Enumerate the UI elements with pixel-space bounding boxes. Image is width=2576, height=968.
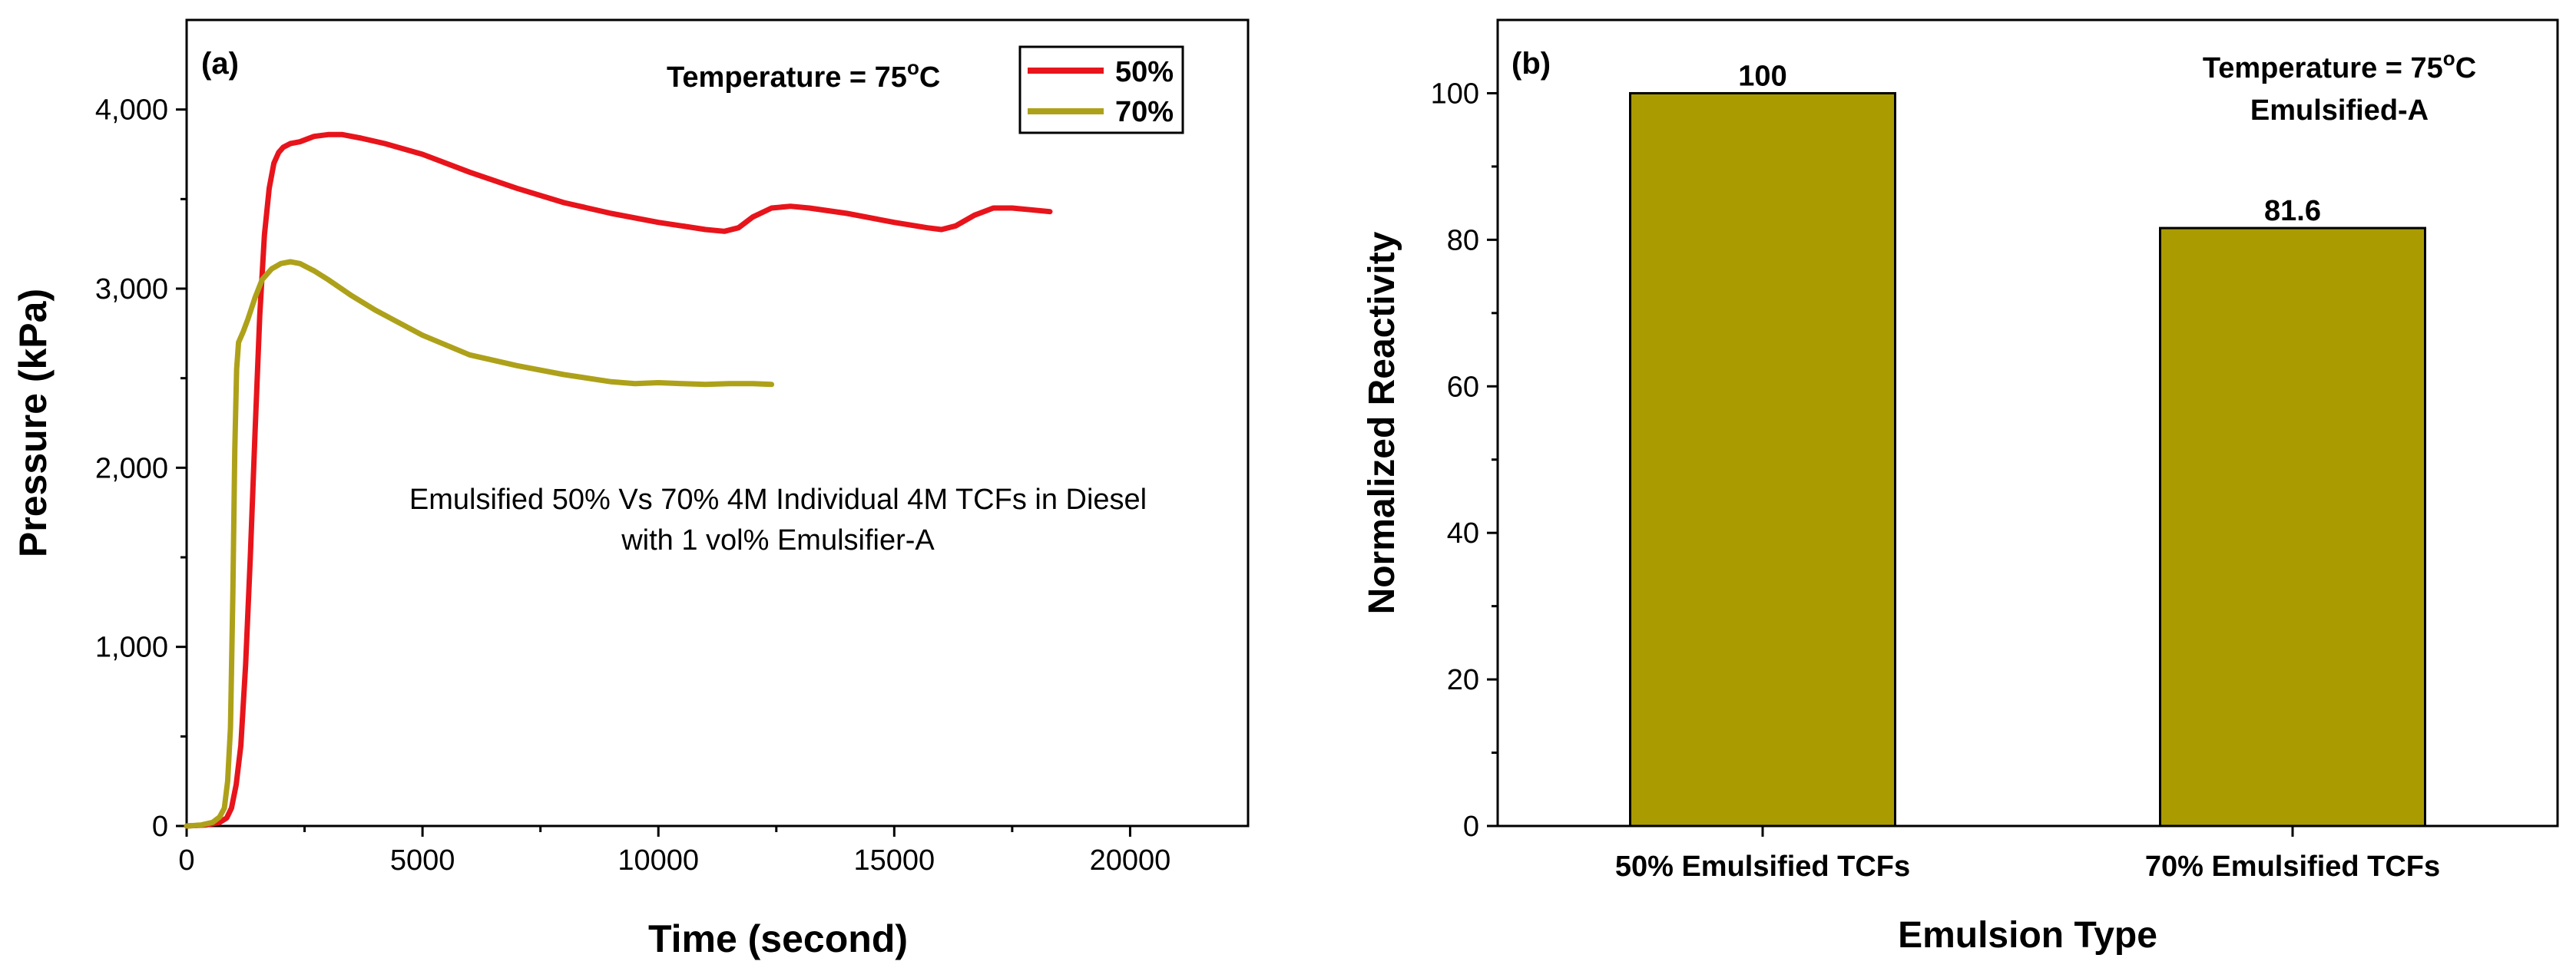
panel-b-y-tick-label: 60 — [1447, 371, 1479, 403]
panel-b-x-axis-title: Emulsion Type — [1898, 915, 2157, 956]
panel-b-degree-symbol: o — [2443, 47, 2455, 70]
panel-a-y-tick-label: 4,000 — [95, 94, 168, 127]
bar-value-label: 81.6 — [2264, 195, 2321, 227]
panel-a-y-ticks: 0 1,000 2,000 3,000 4,000 — [95, 94, 187, 843]
panel-b-y-tick-label: 0 — [1463, 811, 1479, 843]
panel-b-bar-chart: 0 20 40 60 80 100 100 50% Emulsified TCFs 81.6 7… — [1362, 18, 2559, 956]
panel-b-label: (b) — [1511, 47, 1551, 81]
panel-b-temperature-annotation: Temperature = 75oC — [2203, 47, 2476, 84]
panel-a-x-axis-title: Time (second) — [648, 917, 908, 960]
series-line-50 — [184, 131, 1053, 829]
panel-b-y-tick-label: 40 — [1447, 517, 1479, 550]
panel-b-plot-frame — [1496, 18, 2559, 828]
panel-a-legend-box — [1018, 45, 1184, 134]
panel-b-temperature-text: Temperature = 75 — [2203, 52, 2443, 84]
panel-a-temperature-annotation: Temperature = 75oC — [667, 56, 940, 94]
panel-a-x-ticks: 0 5000 10000 15000 20000 — [178, 826, 1170, 877]
panel-a-x-tick-label: 0 — [178, 844, 194, 877]
panel-b-y-axis-title: Normalized Reactivity — [1362, 231, 1402, 614]
panel-a-legend: 50% 70% — [1018, 45, 1184, 134]
panel-a-y-tick-label: 0 — [152, 811, 168, 843]
panel-a-line-chart: 0 5000 10000 15000 20000 0 1,000 2,000 3,000 4,0… — [12, 18, 1250, 960]
panel-b-y-tick-label: 20 — [1447, 664, 1479, 696]
panel-b-temperature-unit: C — [2455, 52, 2476, 84]
panel-a-series — [184, 131, 1053, 829]
panel-b-category-label: 50% Emulsified TCFs — [1615, 851, 1910, 883]
panel-b-y-tick-label: 80 — [1447, 224, 1479, 256]
panel-a-y-tick-label: 2,000 — [95, 452, 168, 484]
panel-a-x-tick-label: 5000 — [390, 844, 455, 877]
panel-a-temperature-unit: C — [919, 61, 940, 94]
panel-b-category-label: 70% Emulsified TCFs — [2145, 851, 2440, 883]
legend-label-70: 70% — [1115, 96, 1174, 128]
panel-a-y-axis-title: Pressure (kPa) — [12, 289, 55, 557]
series-line-70 — [184, 259, 775, 829]
panel-a-plot-frame — [185, 18, 1250, 828]
panel-b-y-tick-label: 100 — [1431, 78, 1479, 110]
panel-a-description-line1: Emulsified 50% Vs 70% 4M Individual 4M T… — [409, 484, 1147, 516]
panel-b-emulsifier-annotation: Emulsified-A — [2250, 94, 2429, 127]
panel-b-bars: 100 50% Emulsified TCFs 81.6 70% Emulsified… — [1615, 60, 2440, 883]
panel-a-x-tick-label: 10000 — [618, 844, 699, 877]
bar-1 — [1629, 91, 1896, 828]
panel-a-degree-symbol: o — [907, 56, 919, 79]
panel-a-x-tick-label: 20000 — [1090, 844, 1171, 877]
panel-a-temperature-text: Temperature = 75 — [667, 61, 907, 94]
panel-a-label: (a) — [201, 47, 239, 81]
bar-value-label: 100 — [1738, 60, 1786, 92]
panel-b-y-ticks: 0 20 40 60 80 100 — [1431, 78, 1498, 843]
legend-label-50: 50% — [1115, 56, 1174, 88]
panel-a-description-line2: with 1 vol% Emulsifier-A — [621, 524, 935, 557]
panel-a-x-tick-label: 15000 — [853, 844, 935, 877]
panel-a-y-tick-label: 1,000 — [95, 632, 168, 664]
panel-a-y-tick-label: 3,000 — [95, 273, 168, 306]
bar-2 — [2159, 226, 2426, 828]
